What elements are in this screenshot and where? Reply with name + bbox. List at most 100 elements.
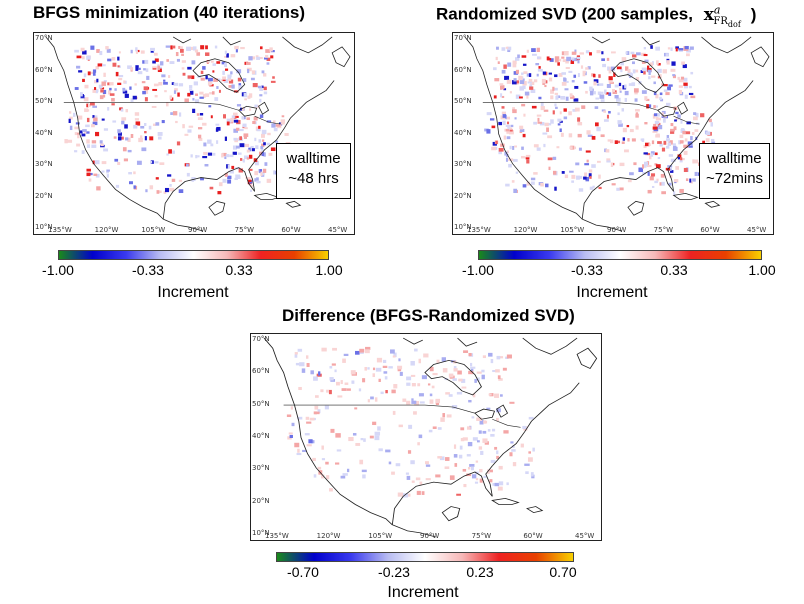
increment-cell	[83, 97, 89, 102]
increment-cell	[673, 145, 677, 151]
increment-cell	[273, 127, 278, 132]
increment-cell	[517, 54, 520, 58]
increment-cell	[515, 94, 521, 99]
increment-cell	[133, 124, 138, 129]
increment-cell	[655, 94, 659, 99]
increment-cell	[191, 60, 196, 65]
increment-cell	[88, 172, 93, 176]
increment-cell	[653, 123, 657, 127]
increment-cell	[544, 84, 547, 88]
increment-cell	[537, 121, 542, 124]
increment-cell	[500, 85, 505, 90]
increment-cell	[348, 437, 354, 442]
increment-cell	[597, 91, 601, 95]
increment-cell	[494, 78, 500, 82]
increment-cell	[649, 62, 654, 66]
increment-cell	[527, 457, 533, 462]
increment-cell	[398, 424, 403, 428]
increment-cell	[445, 457, 450, 461]
increment-cell	[513, 188, 518, 194]
increment-cell	[505, 46, 509, 49]
increment-cell	[178, 112, 182, 117]
increment-cell	[76, 55, 82, 59]
increment-cell	[134, 83, 137, 86]
national-border	[283, 404, 521, 428]
increment-cell	[186, 163, 189, 167]
increment-cell	[552, 156, 557, 160]
increment-cell	[602, 63, 607, 68]
increment-cell	[76, 143, 81, 147]
increment-cell	[519, 86, 524, 91]
increment-cell	[259, 98, 262, 103]
increment-cell	[470, 366, 476, 369]
increment-cell	[474, 378, 477, 383]
increment-cell	[296, 452, 302, 456]
increment-cell	[668, 182, 672, 186]
increment-cell	[670, 170, 674, 173]
increment-cell	[521, 103, 526, 107]
lat-label: 60°N	[454, 65, 472, 74]
increment-cell	[86, 55, 91, 60]
increment-cell	[558, 73, 563, 77]
diff-map-graphic	[263, 337, 598, 538]
increment-cell	[115, 71, 119, 77]
increment-cell	[173, 82, 178, 86]
increment-cell	[254, 104, 258, 108]
increment-cell	[585, 176, 590, 182]
increment-cell	[115, 184, 120, 188]
increment-cell	[533, 144, 539, 148]
increment-cell	[372, 421, 377, 426]
increment-cell	[238, 168, 243, 173]
increment-cell	[244, 143, 250, 147]
increment-cell	[616, 66, 622, 70]
increment-cell	[471, 474, 477, 479]
increment-cell	[529, 86, 534, 90]
svd-walltime-value: ~72mins	[705, 170, 764, 187]
increment-cell	[227, 164, 230, 169]
increment-cell	[661, 181, 665, 186]
increment-cell	[652, 114, 656, 119]
increment-cell	[82, 78, 85, 83]
increment-cell	[237, 152, 242, 155]
increment-cell	[158, 82, 163, 86]
increment-cell	[227, 74, 232, 78]
increment-cell	[411, 398, 414, 401]
increment-cell	[117, 56, 120, 61]
increment-cell	[436, 401, 440, 406]
increment-cell	[555, 106, 558, 109]
increment-cell	[537, 117, 540, 122]
increment-cell	[372, 367, 376, 371]
increment-cell	[222, 178, 227, 183]
increment-cell	[663, 115, 667, 118]
increment-cell	[342, 473, 348, 476]
increment-cell	[599, 94, 605, 99]
increment-cell	[391, 471, 395, 475]
increment-cell	[640, 138, 645, 141]
increment-cell	[504, 151, 508, 156]
increment-cell	[314, 405, 319, 410]
increment-cell	[233, 90, 239, 93]
increment-cell	[187, 92, 191, 97]
increment-cell	[280, 122, 285, 125]
increment-cell	[494, 393, 500, 398]
increment-cell	[536, 47, 540, 53]
increment-cell	[145, 68, 149, 72]
increment-cell	[305, 416, 310, 420]
increment-cell	[496, 355, 501, 360]
increment-cell	[224, 55, 229, 58]
increment-cell	[466, 473, 472, 477]
increment-cell	[335, 462, 340, 465]
increment-cell	[608, 79, 613, 83]
bfgs-cbar-tick-pos: 0.33	[225, 262, 253, 278]
increment-cell	[157, 65, 160, 71]
increment-cell	[610, 66, 615, 71]
increment-cell	[642, 164, 645, 169]
increment-cell	[626, 124, 630, 128]
increment-cell	[230, 54, 236, 58]
increment-cell	[577, 122, 583, 126]
increment-cell	[103, 72, 106, 77]
increment-cell	[476, 377, 480, 382]
increment-cell	[536, 56, 541, 59]
increment-cell	[649, 176, 654, 181]
increment-cell	[648, 70, 651, 75]
